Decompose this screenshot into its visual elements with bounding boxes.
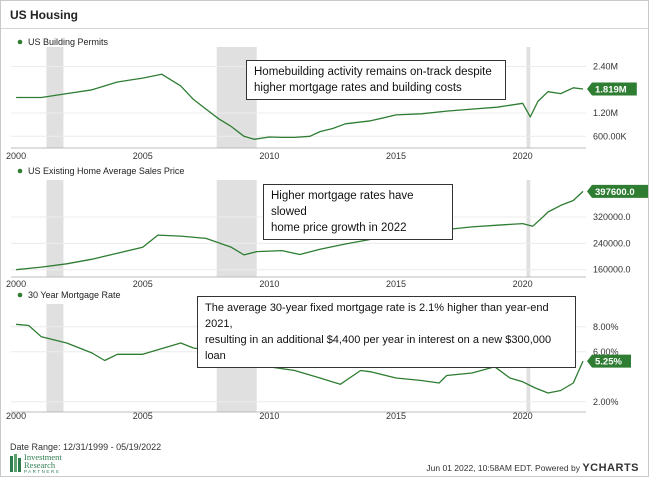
panel-2-y-tick-label-3: 320000.0 xyxy=(593,212,631,222)
annotation-rate-line-2: resulting in an additional $4,400 per ye… xyxy=(205,334,552,362)
panel-1-last-value-label: 1.819M xyxy=(595,85,627,96)
panel-2-recession-band-1 xyxy=(46,180,64,277)
annotation-price-line-1: Higher mortgage rates have slowed xyxy=(271,190,414,218)
panel-2-y-tick-label-2: 240000.0 xyxy=(593,238,631,248)
panel-1-last-value-badge xyxy=(587,82,637,96)
panel-2-series-label: US Existing Home Average Sales Price xyxy=(28,166,184,176)
panel-2-x-tick-label-4: 2015 xyxy=(386,279,406,289)
logo-line-2: Research xyxy=(24,460,56,470)
panel-1-y-tick-label-3: 2.40M xyxy=(593,62,618,72)
panel-3-x-tick-label-4: 2015 xyxy=(386,411,406,421)
annotation-price-line-2: home price growth in 2022 xyxy=(271,222,407,234)
panel-3-y-tick-label-3: 8.00% xyxy=(593,322,619,332)
date-range-label: Date Range: 12/31/1999 - 05/19/2022 xyxy=(10,442,162,452)
investment-research-partners-logo: Investment Research PARTNERS xyxy=(9,453,99,475)
panel-1-series-bullet xyxy=(17,39,23,45)
annotation-rate-line-1: The average 30-year fixed mortgage rate … xyxy=(205,302,549,330)
panel-3-last-value-label: 5.25% xyxy=(595,357,622,368)
annotation-permits-line-1: Homebuilding activity remains on-track d… xyxy=(254,66,492,78)
panel-2-recession-band-3 xyxy=(526,180,531,277)
panel-2-series-bullet xyxy=(17,168,23,174)
panel-3-x-tick-label-5: 2020 xyxy=(513,411,533,421)
panel-1-x-tick-label-2: 2005 xyxy=(133,151,153,161)
panel-3-last-value-badge xyxy=(587,354,631,368)
panel-1-x-tick-label-1: 2000 xyxy=(6,151,26,161)
panel-3-x-tick-label-1: 2000 xyxy=(6,411,26,421)
panel-1-x-tick-label-5: 2020 xyxy=(513,151,533,161)
panel-1-x-tick-label-4: 2015 xyxy=(386,151,406,161)
logo-mark-icon xyxy=(10,454,21,472)
panel-3-x-tick-label-2: 2005 xyxy=(133,411,153,421)
panel-2-x-tick-label-1: 2000 xyxy=(6,279,26,289)
footer-timestamp: Jun 01 2022, 10:58AM EDT. Powered by xyxy=(426,463,580,473)
panel-1-y-tick-label-2: 1.20M xyxy=(593,108,618,118)
page-title: US Housing xyxy=(10,8,78,22)
panel-2-x-tick-label-3: 2010 xyxy=(259,279,279,289)
panel-3-series-line xyxy=(16,323,584,394)
footer-stamp: Jun 01 2022, 10:58AM EDT. Powered by YCH… xyxy=(426,462,639,474)
logo-line-3: PARTNERS xyxy=(24,469,61,474)
panel-2-last-value-badge xyxy=(587,184,648,198)
panel-2-last-value-label: 397600.0 xyxy=(595,187,635,198)
panel-1-x-tick-label-3: 2010 xyxy=(259,151,279,161)
panel-2-y-tick-label-1: 160000.0 xyxy=(593,265,631,275)
panel-1-series-line xyxy=(16,73,584,140)
annotation-price: Higher mortgage rates have slowed home p… xyxy=(263,184,453,240)
panel-1-y-tick-label-1: 600.00K xyxy=(593,131,627,141)
panel-1-series-label: US Building Permits xyxy=(28,37,109,47)
logo-line-1: Investment xyxy=(24,452,62,462)
panel-3-series-label: 30 Year Mortgage Rate xyxy=(28,290,121,300)
annotation-rate: The average 30-year fixed mortgage rate … xyxy=(197,296,576,368)
panel-3-x-tick-label-3: 2010 xyxy=(259,411,279,421)
annotation-permits-line-2: higher mortgage rates and building costs xyxy=(254,82,462,94)
panel-2-series-line xyxy=(16,190,584,271)
panel-3-y-tick-label-2: 6.00% xyxy=(593,347,619,357)
annotation-permits: Homebuilding activity remains on-track d… xyxy=(246,60,506,100)
panel-1-recession-band-1 xyxy=(46,47,64,148)
panel-2-recession-band-2 xyxy=(216,180,257,277)
panel-3-y-tick-label-1: 2.00% xyxy=(593,397,619,407)
panel-3-series-bullet xyxy=(17,292,23,298)
title-divider xyxy=(1,28,648,29)
panel-2-x-tick-label-5: 2020 xyxy=(513,279,533,289)
ycharts-brand: YCHARTS xyxy=(582,462,639,474)
panel-2-x-tick-label-2: 2005 xyxy=(133,279,153,289)
panel-3-recession-band-1 xyxy=(46,304,64,412)
panel-1-recession-band-3 xyxy=(526,47,531,148)
